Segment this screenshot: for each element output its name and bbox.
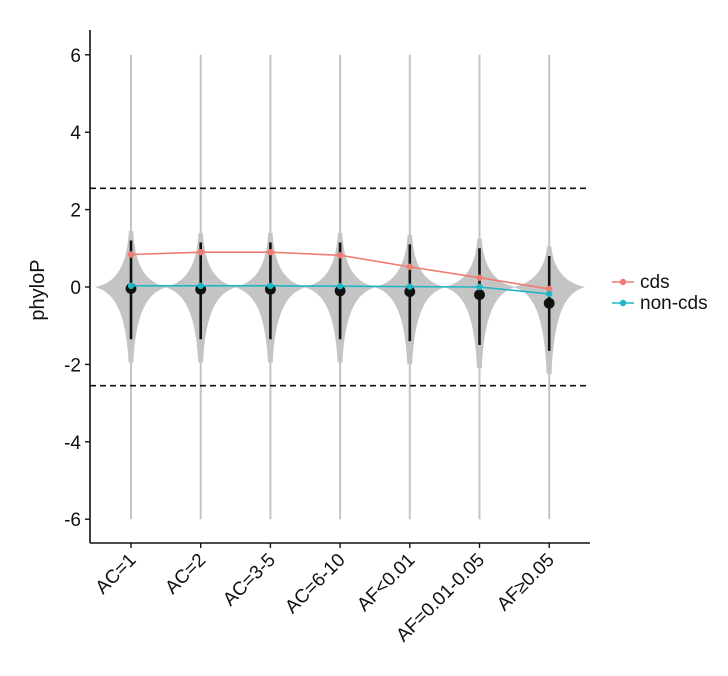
series-cds: [127, 248, 553, 293]
series-point: [336, 252, 344, 259]
median-point: [334, 285, 346, 297]
legend-entry-non-cds: non-cds: [612, 293, 708, 314]
series-point: [267, 248, 274, 256]
series-point: [127, 251, 135, 258]
y-tick-label: 0: [70, 278, 81, 299]
x-tick-label: AF<0.01: [353, 550, 419, 616]
legend-entry-cds: cds: [612, 272, 670, 293]
x-tick-label: AC=2: [161, 550, 210, 599]
y-tick-label: 6: [70, 46, 81, 67]
legend-label: cds: [640, 272, 670, 293]
y-tick-label: -4: [64, 433, 81, 454]
series-point: [267, 282, 274, 290]
y-tick-label: -6: [64, 510, 81, 531]
series-point: [127, 282, 135, 290]
series-non-cds: [127, 282, 553, 298]
series-point: [546, 290, 553, 298]
series-point: [546, 285, 553, 293]
series-point: [197, 282, 204, 290]
series-point: [476, 283, 483, 291]
x-tick-label: AC=6-10: [281, 550, 349, 618]
legend-label: non-cds: [640, 293, 708, 314]
median-point: [543, 297, 555, 309]
series-lines: [127, 248, 553, 298]
x-tick-label: AC=1: [92, 550, 141, 599]
y-tick-label: 2: [70, 201, 81, 222]
legend-key-point: [619, 299, 627, 307]
y-tick-label: 4: [70, 123, 81, 144]
y-axis-title: phyloP: [27, 259, 49, 320]
legend-key-point: [619, 278, 627, 286]
median-point: [404, 286, 416, 298]
reference-lines: [90, 187, 590, 387]
series-point: [406, 263, 413, 271]
ticks: 6 4 2 0 -2 -4 -6 AC=1 AC=2 AC=3-5 AC=6-10 AF<0.01 AF…: [64, 46, 559, 647]
y-tick-label: -2: [64, 355, 81, 376]
series-point: [476, 274, 483, 281]
series-point: [197, 248, 204, 256]
median-point: [474, 289, 485, 301]
x-tick-label: AC=3-5: [219, 550, 280, 611]
x-tick-label: AF≥0.05: [493, 550, 559, 616]
series-point: [336, 283, 344, 290]
series-point: [406, 283, 413, 290]
